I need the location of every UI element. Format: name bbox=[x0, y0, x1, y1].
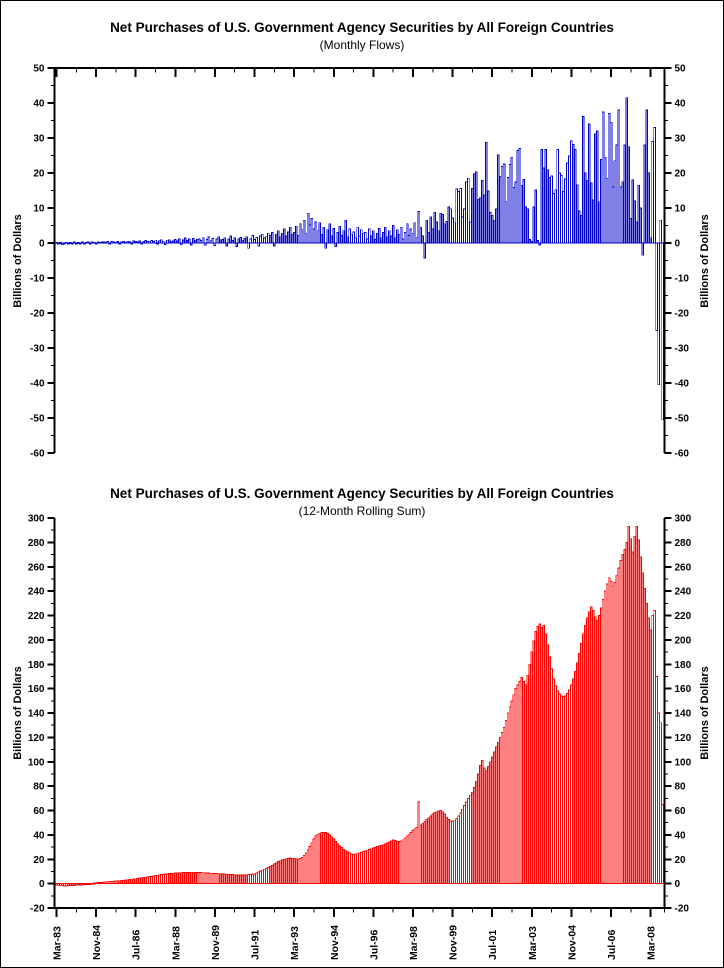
monthly-flows-subtitle: (Monthly Flows) bbox=[319, 38, 405, 52]
svg-text:-20: -20 bbox=[675, 309, 690, 320]
svg-text:Jul-06: Jul-06 bbox=[606, 929, 618, 960]
svg-text:Nov-89: Nov-89 bbox=[210, 925, 222, 960]
svg-text:40: 40 bbox=[675, 99, 687, 110]
svg-text:200: 200 bbox=[675, 635, 692, 646]
rolling-sum-subtitle: (12-Month Rolling Sum) bbox=[298, 504, 426, 518]
rolling-sum-title: Net Purchases of U.S. Government Agency … bbox=[110, 486, 614, 501]
svg-text:180: 180 bbox=[675, 660, 692, 671]
svg-text:10: 10 bbox=[33, 204, 45, 215]
svg-text:60: 60 bbox=[33, 806, 45, 817]
svg-text:-30: -30 bbox=[30, 344, 45, 355]
svg-text:40: 40 bbox=[675, 830, 687, 841]
svg-text:160: 160 bbox=[28, 684, 45, 695]
svg-text:220: 220 bbox=[675, 611, 692, 622]
svg-text:30: 30 bbox=[675, 134, 687, 145]
svg-text:-10: -10 bbox=[30, 274, 45, 285]
svg-text:Mar-03: Mar-03 bbox=[527, 926, 539, 960]
svg-text:180: 180 bbox=[28, 660, 45, 671]
svg-text:-40: -40 bbox=[675, 379, 690, 390]
svg-text:-20: -20 bbox=[675, 904, 690, 915]
svg-text:-50: -50 bbox=[675, 414, 690, 425]
monthly-left-axis-title: Billions of Dollars bbox=[12, 214, 24, 308]
svg-text:260: 260 bbox=[28, 562, 45, 573]
svg-text:-60: -60 bbox=[30, 449, 45, 460]
svg-text:Mar-08: Mar-08 bbox=[646, 926, 658, 960]
svg-text:Jul-01: Jul-01 bbox=[487, 929, 499, 960]
svg-text:10: 10 bbox=[675, 204, 687, 215]
svg-text:40: 40 bbox=[33, 830, 45, 841]
svg-text:-50: -50 bbox=[30, 414, 45, 425]
svg-text:260: 260 bbox=[675, 562, 692, 573]
svg-text:280: 280 bbox=[675, 538, 692, 549]
svg-text:160: 160 bbox=[675, 684, 692, 695]
svg-text:-20: -20 bbox=[30, 904, 45, 915]
svg-text:Jul-96: Jul-96 bbox=[368, 929, 380, 960]
svg-text:0: 0 bbox=[39, 239, 45, 250]
svg-text:300: 300 bbox=[675, 514, 692, 525]
svg-text:280: 280 bbox=[28, 538, 45, 549]
svg-text:0: 0 bbox=[675, 239, 681, 250]
svg-text:Mar-88: Mar-88 bbox=[170, 926, 182, 960]
svg-text:Mar-83: Mar-83 bbox=[52, 926, 64, 960]
svg-text:-40: -40 bbox=[30, 379, 45, 390]
svg-text:240: 240 bbox=[28, 587, 45, 598]
svg-text:50: 50 bbox=[33, 64, 45, 75]
svg-text:Nov-04: Nov-04 bbox=[566, 925, 578, 960]
svg-text:240: 240 bbox=[675, 587, 692, 598]
svg-text:80: 80 bbox=[675, 782, 687, 793]
svg-text:Mar-93: Mar-93 bbox=[289, 926, 301, 960]
svg-text:100: 100 bbox=[28, 757, 45, 768]
svg-text:300: 300 bbox=[28, 514, 45, 525]
svg-text:120: 120 bbox=[28, 733, 45, 744]
rolling-left-axis-title: Billions of Dollars bbox=[12, 666, 24, 760]
rolling-sum-chart: -20 -20 0 0 20 20 40 40 60 60 80 80 100 100 120 120 140 1… bbox=[28, 514, 692, 961]
svg-text:20: 20 bbox=[675, 169, 687, 180]
svg-text:-10: -10 bbox=[675, 274, 690, 285]
svg-text:30: 30 bbox=[33, 134, 45, 145]
svg-text:0: 0 bbox=[39, 879, 45, 890]
monthly-right-axis-title: Billions of Dollars bbox=[699, 214, 711, 308]
svg-text:140: 140 bbox=[28, 709, 45, 720]
svg-text:120: 120 bbox=[675, 733, 692, 744]
svg-text:-30: -30 bbox=[675, 344, 690, 355]
svg-text:Mar-98: Mar-98 bbox=[408, 926, 420, 960]
svg-text:200: 200 bbox=[28, 635, 45, 646]
svg-text:0: 0 bbox=[675, 879, 681, 890]
monthly-flows-title: Net Purchases of U.S. Government Agency … bbox=[110, 20, 614, 35]
svg-text:140: 140 bbox=[675, 709, 692, 720]
svg-text:60: 60 bbox=[675, 806, 687, 817]
svg-text:20: 20 bbox=[33, 855, 45, 866]
monthly-flows-chart: -60 -60 -50 -50 -40 -40 -30 -30 -20 -20 -10 -10 0 0 10… bbox=[30, 64, 689, 460]
svg-text:-20: -20 bbox=[30, 309, 45, 320]
svg-text:80: 80 bbox=[33, 782, 45, 793]
svg-text:100: 100 bbox=[675, 757, 692, 768]
svg-text:Nov-84: Nov-84 bbox=[91, 925, 103, 960]
svg-text:-60: -60 bbox=[675, 449, 690, 460]
svg-text:Jul-86: Jul-86 bbox=[131, 929, 143, 960]
svg-text:Jul-91: Jul-91 bbox=[250, 929, 262, 960]
rolling-right-axis-title: Billions of Dollars bbox=[699, 666, 711, 760]
svg-text:20: 20 bbox=[675, 855, 687, 866]
svg-text:50: 50 bbox=[675, 64, 687, 75]
svg-text:Nov-99: Nov-99 bbox=[448, 925, 460, 960]
svg-text:Nov-94: Nov-94 bbox=[329, 925, 341, 960]
svg-text:220: 220 bbox=[28, 611, 45, 622]
svg-text:40: 40 bbox=[33, 99, 45, 110]
svg-text:20: 20 bbox=[33, 169, 45, 180]
